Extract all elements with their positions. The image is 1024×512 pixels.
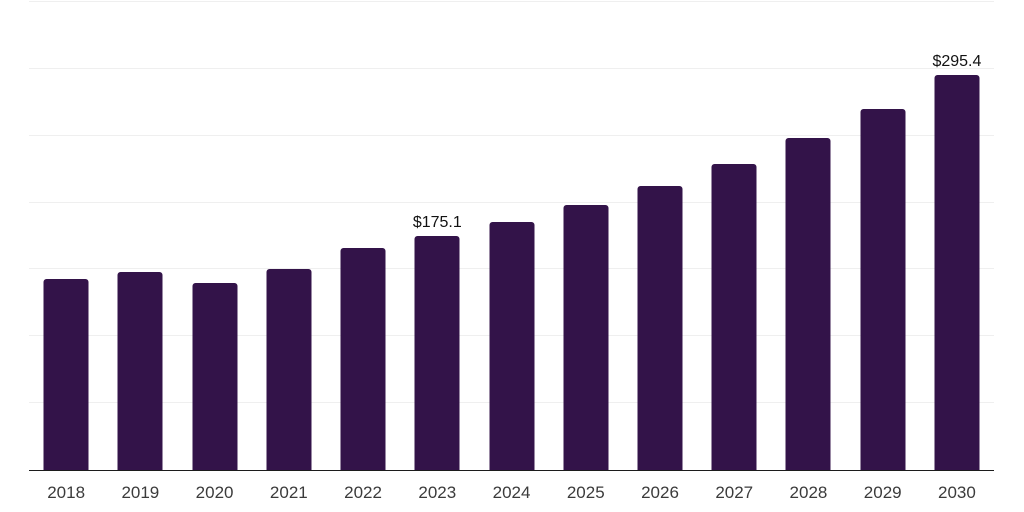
bar-group-2026 — [623, 2, 697, 470]
bar-2028[interactable] — [785, 138, 831, 470]
bar-group-2028 — [771, 2, 845, 470]
x-tick-label-2018: 2018 — [47, 483, 86, 502]
x-tick-label-2024: 2024 — [492, 483, 531, 502]
bar-group-2022 — [326, 2, 400, 470]
x-tick-label-2020: 2020 — [195, 483, 234, 502]
bar-2025[interactable] — [563, 204, 609, 470]
bar-group-2020 — [177, 2, 251, 470]
bar-2020[interactable] — [192, 282, 238, 470]
bar-group-2030: $295.4 — [920, 2, 994, 470]
x-tick-label-2029: 2029 — [863, 483, 902, 502]
plot-area: $175.1 $295.4 — [29, 1, 994, 471]
x-tick-label-2027: 2027 — [715, 483, 754, 502]
bar-group-2025 — [549, 2, 623, 470]
gridline — [29, 67, 994, 69]
gridline — [29, 201, 994, 203]
bar-group-2027 — [697, 2, 771, 470]
x-tick-label-2023: 2023 — [418, 483, 457, 502]
bar-2024[interactable] — [489, 221, 535, 470]
x-tick-label-2021: 2021 — [269, 483, 308, 502]
bar-group-2021 — [252, 2, 326, 470]
gridline — [29, 134, 994, 136]
x-tick-label-2019: 2019 — [121, 483, 160, 502]
bar-2022[interactable] — [340, 248, 386, 470]
bar-2021[interactable] — [266, 269, 312, 470]
x-tick-label-2025: 2025 — [566, 483, 605, 502]
gridline — [29, 1, 994, 2]
bar-group-2018 — [29, 2, 103, 470]
bar-2023[interactable] — [414, 235, 460, 470]
bar-2030[interactable] — [934, 75, 980, 470]
x-tick-label-2030: 2030 — [938, 483, 976, 502]
x-axis-tick-labels: 2018 2019 2020 2021 2022 2023 2024 2025 2026 2027… — [29, 484, 994, 501]
x-tick-label-2022: 2022 — [344, 483, 382, 502]
bar-2029[interactable] — [860, 108, 906, 470]
bar-2027[interactable] — [711, 164, 757, 470]
value-label-2023: $175.1 — [412, 213, 462, 231]
bars-container: $175.1 $295.4 — [29, 2, 994, 470]
bar-group-2019 — [103, 2, 177, 470]
value-label-2030: $295.4 — [932, 53, 982, 71]
x-tick-label-2026: 2026 — [641, 483, 679, 502]
bar-2019[interactable] — [117, 272, 163, 470]
bar-group-2023: $175.1 — [400, 2, 474, 470]
x-tick-label-2028: 2028 — [789, 483, 828, 502]
bar-2026[interactable] — [637, 185, 683, 470]
bar-group-2029 — [846, 2, 920, 470]
bar-2018[interactable] — [43, 278, 89, 470]
bar-group-2024 — [474, 2, 548, 470]
x-axis-line — [29, 469, 994, 471]
